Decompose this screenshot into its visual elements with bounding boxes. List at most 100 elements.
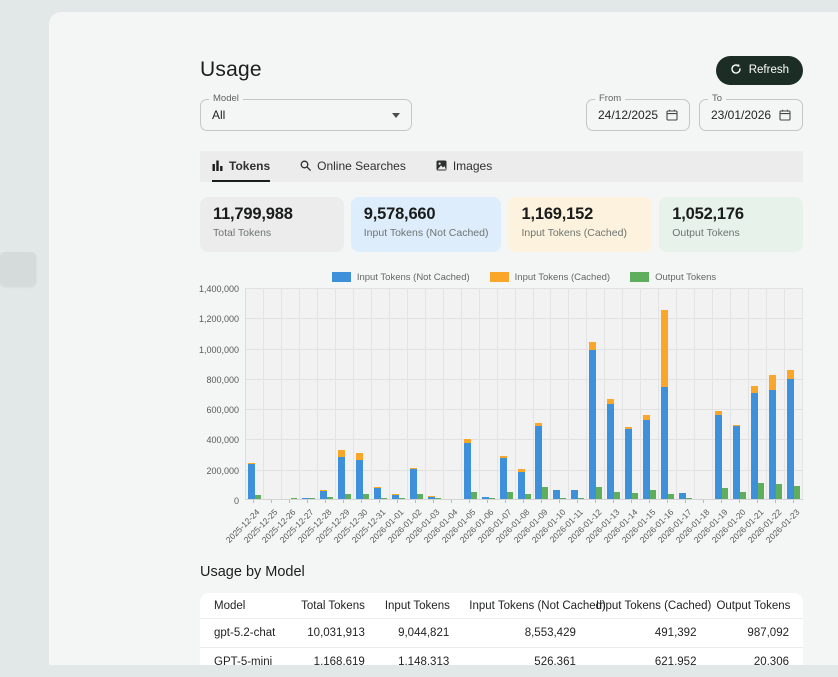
table-column-header: Output Tokens	[706, 593, 803, 619]
table-cell: 1,168,619	[290, 648, 374, 666]
table-cell: 526,361	[459, 648, 586, 666]
bar-input-not-cached	[392, 495, 399, 499]
tab-bar: Tokens Online Searches Images	[200, 151, 803, 182]
tab-tokens-label: Tokens	[229, 159, 270, 173]
table-column-header: Input Tokens (Not Cached)	[459, 593, 586, 619]
tab-tokens[interactable]: Tokens	[212, 151, 270, 182]
bar-output	[650, 490, 656, 499]
y-tick-label: 200,000	[206, 466, 239, 476]
tab-images[interactable]: Images	[436, 151, 492, 182]
bar-output	[399, 498, 405, 499]
bar-output	[578, 498, 584, 499]
refresh-label: Refresh	[749, 64, 789, 76]
usage-chart: Input Tokens (Not Cached)Input Tokens (C…	[200, 270, 803, 548]
table-cell: 987,092	[706, 619, 803, 648]
refresh-button[interactable]: Refresh	[716, 56, 803, 85]
bar-input-not-cached	[571, 490, 578, 499]
bar-input-not-cached	[464, 443, 471, 499]
chart-legend: Input Tokens (Not Cached)Input Tokens (C…	[245, 270, 803, 284]
date-from-field[interactable]: From 24/12/2025	[586, 99, 690, 131]
stat-value: 1,169,152	[521, 205, 639, 224]
stat-value: 9,578,660	[364, 205, 489, 224]
main-panel: Usage Refresh Model All From 24/12/2025	[49, 12, 838, 665]
table-cell: 9,044,821	[375, 619, 459, 648]
legend-item: Output Tokens	[630, 272, 716, 283]
table-cell: 10,031,913	[290, 619, 374, 648]
bar-input-cached	[751, 386, 758, 393]
model-select[interactable]: Model All	[200, 99, 412, 131]
bar-output	[740, 492, 746, 499]
bar-input-not-cached	[356, 460, 363, 499]
table-cell: 8,553,429	[459, 619, 586, 648]
bar-input-cached	[589, 342, 596, 350]
bar-group	[264, 288, 282, 499]
bar-input-not-cached	[553, 490, 560, 499]
usage-by-model-table: ModelTotal TokensInput TokensInput Token…	[200, 593, 803, 665]
bar-output	[686, 498, 692, 499]
y-tick-label: 400,000	[206, 435, 239, 445]
date-from-label: From	[595, 93, 625, 104]
bar-input-not-cached	[302, 498, 309, 499]
tab-online-searches[interactable]: Online Searches	[300, 151, 406, 182]
bar-group	[408, 288, 426, 499]
bar-group	[534, 288, 552, 499]
y-tick-label: 1,400,000	[199, 284, 239, 294]
page-title: Usage	[200, 58, 262, 82]
bar-output	[291, 498, 297, 499]
bar-output	[507, 492, 513, 499]
bar-output	[758, 483, 764, 499]
chart-x-axis: 2025-12-242025-12-252025-12-262025-12-27…	[245, 500, 803, 548]
bar-input-not-cached	[643, 420, 650, 499]
bar-input-cached	[769, 375, 776, 390]
stat-value: 11,799,988	[213, 205, 331, 224]
bar-group	[551, 288, 569, 499]
stat-card-output-tokens: 1,052,176 Output Tokens	[659, 197, 803, 252]
bar-output	[363, 494, 369, 499]
bar-input-not-cached	[769, 390, 776, 499]
legend-swatch-icon	[630, 272, 649, 282]
stat-value: 1,052,176	[672, 205, 790, 224]
bar-group	[749, 288, 767, 499]
bar-group	[731, 288, 749, 499]
bar-input-not-cached	[482, 497, 489, 499]
bar-group	[713, 288, 731, 499]
bar-output	[596, 487, 602, 499]
y-tick-label: 1,200,000	[199, 314, 239, 324]
bar-input-not-cached	[338, 457, 345, 499]
date-to-value: 23/01/2026	[711, 108, 771, 122]
bar-input-not-cached	[589, 350, 596, 499]
bar-group	[785, 288, 803, 499]
image-icon	[436, 160, 447, 171]
table-row: GPT-5-mini1,168,6191,148,313526,361621,9…	[200, 648, 803, 666]
table-row: gpt-5.2-chat10,031,9139,044,8218,553,429…	[200, 619, 803, 648]
bar-input-not-cached	[374, 488, 381, 499]
table-cell: 621,952	[586, 648, 707, 666]
y-tick-label: 800,000	[206, 375, 239, 385]
stat-card-total-tokens: 11,799,988 Total Tokens	[200, 197, 344, 252]
drawer-handle[interactable]	[0, 252, 36, 286]
bar-input-not-cached	[625, 429, 632, 499]
y-tick-label: 600,000	[206, 405, 239, 415]
table-column-header: Model	[200, 593, 290, 619]
bar-input-not-cached	[715, 415, 722, 499]
bar-input-cached	[338, 450, 345, 457]
chart-y-axis: 1,400,0001,200,0001,000,000800,000600,00…	[200, 288, 245, 500]
legend-swatch-icon	[332, 272, 351, 282]
bar-chart-icon	[212, 160, 223, 171]
x-tick: 2026-01-23	[785, 500, 803, 548]
bar-output	[668, 494, 674, 499]
stat-label: Input Tokens (Not Cached)	[364, 227, 489, 239]
legend-item: Input Tokens (Cached)	[490, 272, 610, 283]
bar-group	[246, 288, 264, 499]
stat-label: Output Tokens	[672, 227, 790, 239]
bar-group	[587, 288, 605, 499]
bar-output	[525, 494, 531, 499]
table-column-header: Total Tokens	[290, 593, 374, 619]
bar-output	[417, 494, 423, 499]
bar-input-cached	[661, 310, 668, 387]
y-tick-label: 0	[234, 496, 239, 506]
model-select-value: All	[212, 108, 225, 122]
bar-output	[489, 498, 495, 499]
bar-output	[632, 493, 638, 499]
date-to-field[interactable]: To 23/01/2026	[699, 99, 803, 131]
